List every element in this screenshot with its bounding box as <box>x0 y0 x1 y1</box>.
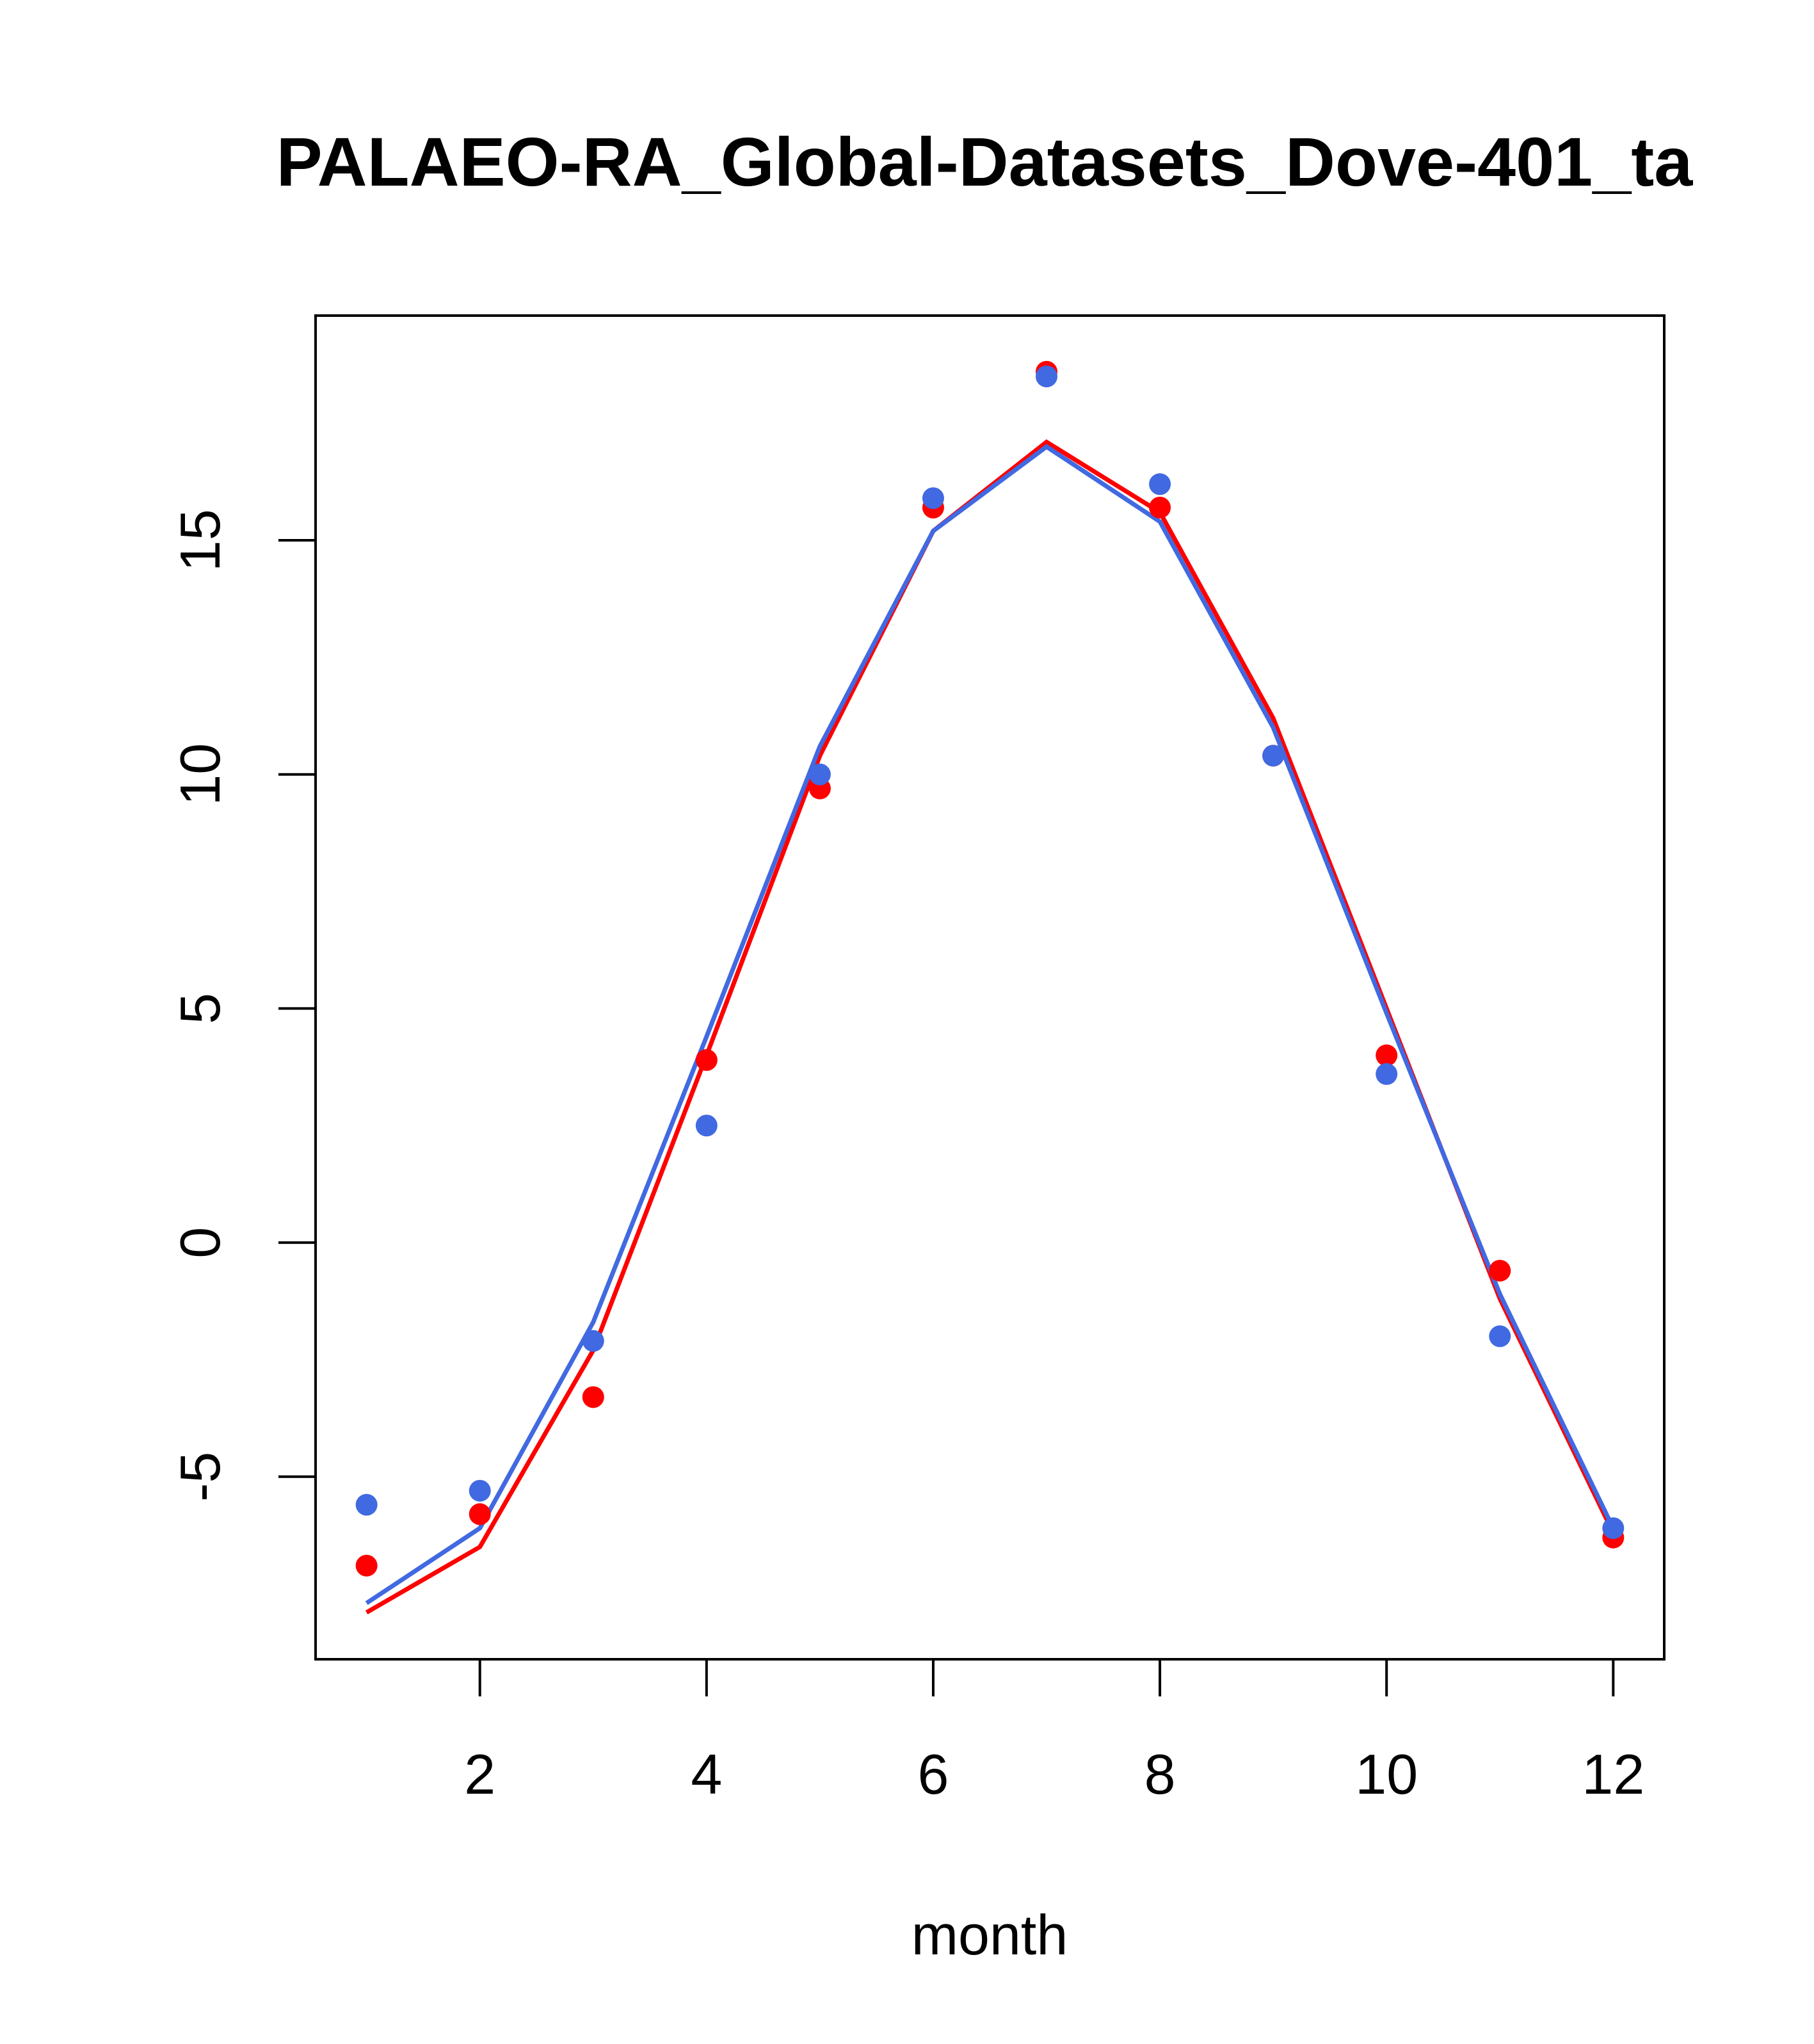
x-axis: 2 4 6 8 10 12 <box>464 1658 1644 1806</box>
y-tick-label: 10 <box>168 743 232 806</box>
series-2-point <box>469 1479 491 1502</box>
series-2-point <box>355 1493 378 1516</box>
y-tick-label: -5 <box>168 1452 232 1502</box>
x-tick-label: 2 <box>464 1742 495 1806</box>
series-2-point <box>1262 744 1285 767</box>
x-axis-label: month <box>911 1903 1068 1967</box>
x-tick-label: 8 <box>1144 1742 1176 1806</box>
series-2-point <box>582 1330 604 1352</box>
series-1-point <box>1376 1044 1398 1066</box>
y-tick-label: 15 <box>168 509 232 572</box>
series-1-point <box>582 1386 604 1408</box>
series-lines <box>365 439 1616 1614</box>
series-1-point <box>355 1554 378 1577</box>
x-tick-label: 6 <box>917 1742 949 1806</box>
y-axis: -5 0 5 10 15 <box>168 509 317 1502</box>
series-2-point <box>1036 366 1058 388</box>
series-2-point <box>1149 473 1171 495</box>
series-2-point <box>808 763 831 785</box>
series-1-point <box>1149 496 1171 519</box>
series-2-point <box>1489 1325 1511 1348</box>
series-2-point <box>1602 1517 1625 1540</box>
series-2-point <box>695 1115 718 1137</box>
chart-title: PALAEO-RA_Global-Datasets_Dove-401_ta <box>277 123 1694 200</box>
y-tick-label: 5 <box>168 993 232 1024</box>
series-1-point <box>1489 1259 1511 1282</box>
series-1-point <box>695 1049 718 1071</box>
series-1-point <box>469 1503 491 1525</box>
x-tick-label: 4 <box>691 1742 722 1806</box>
x-tick-label: 12 <box>1582 1742 1644 1806</box>
series-2-point <box>922 487 944 510</box>
x-tick-label: 10 <box>1355 1742 1418 1806</box>
series-2-point <box>1376 1063 1398 1085</box>
series-2-line <box>365 444 1616 1605</box>
series-points <box>355 360 1625 1577</box>
y-tick-label: 0 <box>168 1227 232 1259</box>
